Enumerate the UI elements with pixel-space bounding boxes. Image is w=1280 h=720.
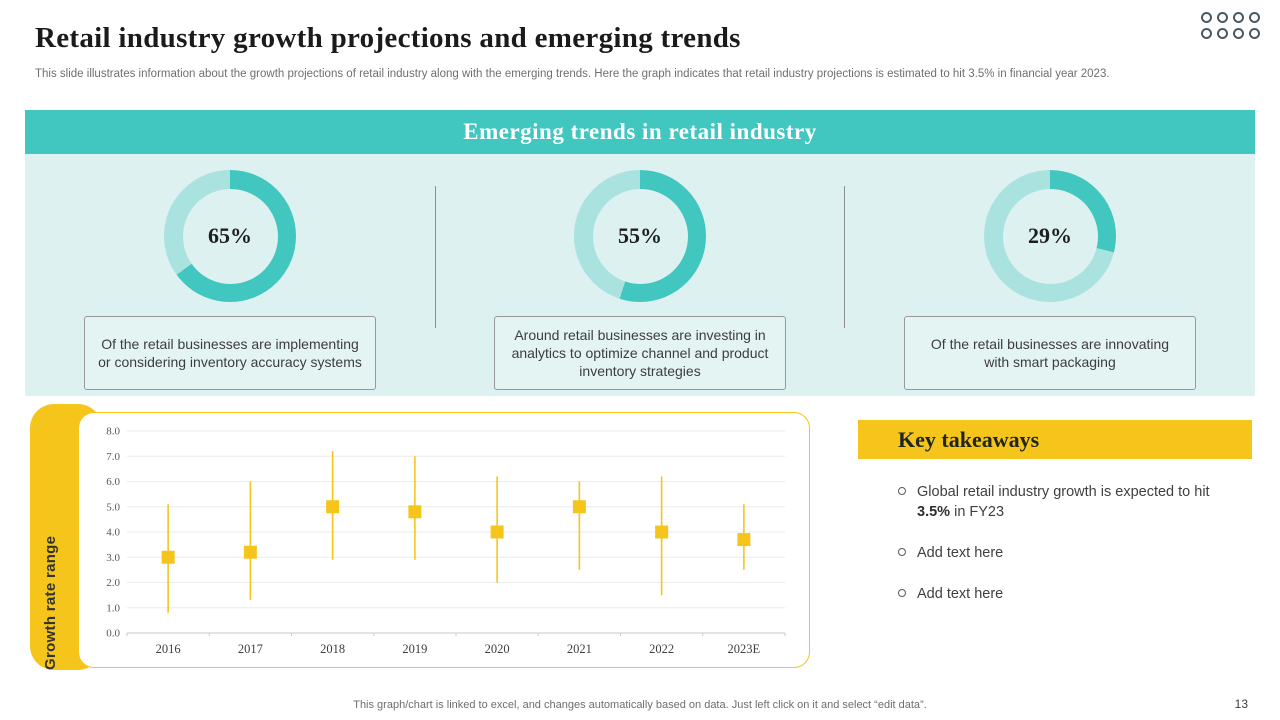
trend-item-smart-packaging: 29% Of the retail businesses are innovat…: [845, 154, 1255, 396]
trends-row: 65% Of the retail businesses are impleme…: [25, 154, 1255, 396]
bullet-circle-icon: [898, 589, 906, 597]
trend-description: Around retail businesses are investing i…: [494, 316, 786, 390]
donut-hole: 55%: [592, 188, 688, 284]
svg-text:2022: 2022: [649, 642, 674, 656]
dot-icon: [1233, 12, 1244, 23]
svg-text:6.0: 6.0: [106, 476, 120, 488]
brand-dots-logo: [1201, 12, 1260, 39]
trend-description: Of the retail businesses are implementin…: [84, 316, 376, 390]
takeaway-text-part: in FY23: [950, 504, 1005, 520]
takeaway-text-part: Global retail industry growth is expecte…: [917, 484, 1210, 500]
donut-chart-29: 29%: [984, 170, 1116, 302]
key-takeaways-title: Key takeaways: [898, 426, 1040, 452]
donut-percent-label: 55%: [618, 223, 662, 248]
dot-icon: [1249, 28, 1260, 39]
svg-text:2018: 2018: [320, 642, 345, 656]
takeaway-item: Add text here: [898, 584, 1234, 604]
trends-banner: Emerging trends in retail industry: [25, 110, 1255, 154]
growth-chart-svg: 0.0 1.0 2.0 3.0 4.0 5.0 6.0 7.0 8.0 2016 2017 2018 2…: [85, 423, 803, 664]
svg-text:0.0: 0.0: [106, 628, 120, 640]
svg-text:2017: 2017: [238, 642, 263, 656]
svg-text:3.0: 3.0: [106, 552, 120, 564]
svg-text:2020: 2020: [485, 642, 510, 656]
key-takeaways-header: Key takeaways: [858, 420, 1252, 459]
donut-percent-label: 65%: [208, 223, 252, 248]
dot-icon: [1217, 28, 1228, 39]
growth-chart-box[interactable]: 0.0 1.0 2.0 3.0 4.0 5.0 6.0 7.0 8.0 2016 2017 2018 2…: [78, 412, 810, 668]
svg-text:2016: 2016: [156, 642, 181, 656]
svg-text:2021: 2021: [567, 642, 592, 656]
donut-chart-55: 55%: [574, 170, 706, 302]
page-subtitle: This slide illustrates information about…: [35, 68, 1110, 80]
dot-icon: [1233, 28, 1244, 39]
dot-icon: [1217, 12, 1228, 23]
divider: [434, 186, 436, 328]
takeaway-text: Add text here: [917, 543, 1003, 563]
bullet-circle-icon: [898, 487, 906, 495]
key-takeaways-list: Global retail industry growth is expecte…: [898, 482, 1234, 625]
dot-icon: [1201, 12, 1212, 23]
svg-text:2023E: 2023E: [728, 642, 761, 656]
takeaway-text: Global retail industry growth is expecte…: [917, 482, 1234, 522]
takeaway-item: Global retail industry growth is expecte…: [898, 482, 1234, 522]
divider: [844, 186, 846, 328]
takeaway-item: Add text here: [898, 543, 1234, 563]
footer-note: This graph/chart is linked to excel, and…: [353, 699, 927, 711]
bullet-circle-icon: [898, 548, 906, 556]
svg-text:5.0: 5.0: [106, 501, 120, 513]
svg-text:7.0: 7.0: [106, 451, 120, 463]
trend-description: Of the retail businesses are innovating …: [904, 316, 1196, 390]
donut-hole: 29%: [1002, 188, 1098, 284]
takeaway-text-bold: 3.5%: [917, 504, 951, 520]
dot-icon: [1249, 12, 1260, 23]
donut-hole: 65%: [182, 188, 278, 284]
emerging-trends-section: Emerging trends in retail industry 65% O…: [25, 110, 1255, 396]
trend-item-inventory-accuracy: 65% Of the retail businesses are impleme…: [25, 154, 435, 396]
takeaway-text-part: Add text here: [917, 586, 1004, 602]
chart-ylabel: Growth rate range: [42, 535, 59, 670]
donut-percent-label: 29%: [1028, 223, 1072, 248]
page-title: Retail industry growth projections and e…: [35, 22, 741, 54]
dot-icon: [1201, 28, 1212, 39]
svg-text:8.0: 8.0: [106, 426, 120, 438]
svg-text:2.0: 2.0: [106, 577, 120, 589]
svg-text:4.0: 4.0: [106, 527, 120, 539]
takeaway-text-part: Add text here: [917, 545, 1004, 561]
page-number: 13: [1234, 697, 1248, 711]
donut-chart-65: 65%: [164, 170, 296, 302]
trends-title: Emerging trends in retail industry: [463, 119, 817, 144]
trend-item-analytics: 55% Around retail businesses are investi…: [435, 154, 845, 396]
takeaway-text: Add text here: [917, 584, 1003, 604]
svg-text:2019: 2019: [402, 642, 427, 656]
svg-text:1.0: 1.0: [106, 602, 120, 614]
